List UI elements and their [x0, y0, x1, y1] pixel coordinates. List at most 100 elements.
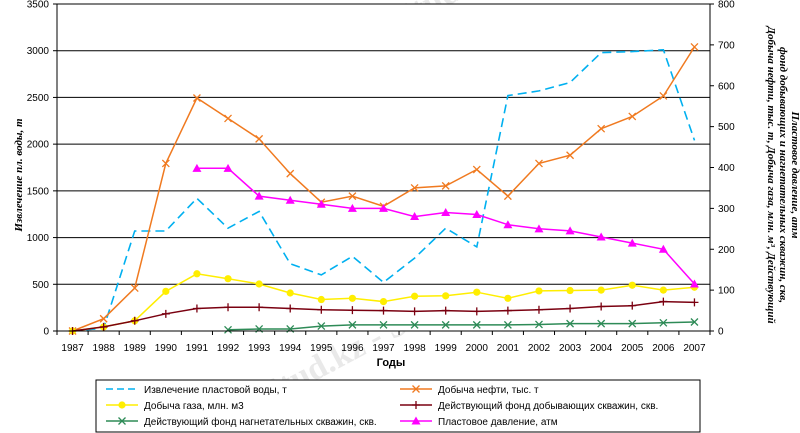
- data-point: [99, 322, 108, 331]
- data-point: [535, 287, 543, 295]
- x-tick-label: 1987: [61, 343, 84, 354]
- data-point: [161, 159, 170, 168]
- data-point: [255, 303, 264, 312]
- data-point: [348, 294, 357, 302]
- x-tick-label: 1997: [372, 343, 395, 354]
- right-axis-title: Добыча нефти, тыс. т, Добыча газа, млн. …: [765, 25, 800, 323]
- x-tick-label: 1991: [186, 343, 209, 354]
- left-tick-label: 2000: [27, 140, 50, 151]
- legend-item: Извлечение пластовой воды, т: [106, 385, 287, 396]
- data-point: [410, 212, 420, 221]
- data-point: [659, 286, 667, 294]
- right-tick-label: 600: [718, 81, 735, 92]
- data-point: [286, 304, 295, 313]
- data-point: [441, 320, 450, 329]
- x-tick-label: 2003: [559, 343, 582, 354]
- data-point: [503, 220, 513, 229]
- legend-label: Извлечение пластовой воды, т: [144, 385, 287, 396]
- data-point: [473, 288, 481, 296]
- data-point: [597, 319, 606, 328]
- data-point: [286, 289, 294, 297]
- data-point: [597, 124, 606, 133]
- data-point: [224, 114, 232, 123]
- right-tick-label: 300: [718, 204, 735, 215]
- data-point: [347, 203, 357, 212]
- data-point: [566, 286, 574, 295]
- data-point: [441, 207, 451, 216]
- data-point: [379, 297, 388, 306]
- x-tick-label: 1992: [217, 343, 240, 354]
- data-point: [255, 280, 263, 288]
- data-point: [254, 191, 264, 200]
- x-tick-label: 2002: [528, 343, 551, 354]
- legend-swatch-marker: [118, 417, 126, 425]
- data-point: [192, 163, 202, 172]
- x-tick-label: 1995: [310, 343, 333, 354]
- data-point: [566, 319, 575, 328]
- right-tick-label: 0: [718, 327, 724, 338]
- legend-item: Пластовое давление, атм: [400, 416, 558, 428]
- legend-swatch-marker: [411, 416, 421, 425]
- legend-box: [95, 379, 701, 433]
- series-line: [227, 321, 695, 331]
- plot-area: [57, 4, 710, 331]
- legend-item: Добыча нефти, тыс. т: [400, 384, 539, 396]
- data-point: [255, 134, 264, 143]
- data-point: [535, 320, 543, 329]
- x-tick-label: 2001: [497, 343, 520, 354]
- series-3: [68, 297, 699, 335]
- data-point: [192, 304, 201, 313]
- data-point: [566, 151, 575, 160]
- data-point: [628, 301, 637, 310]
- data-point: [317, 295, 325, 304]
- data-point: [285, 195, 295, 204]
- series-5: [192, 163, 699, 288]
- legend-item: Добыча газа, млн. м3: [106, 400, 244, 412]
- data-point: [348, 192, 357, 201]
- data-point: [224, 303, 233, 312]
- x-tick-label: 1998: [403, 343, 426, 354]
- x-tick-label: 1996: [341, 343, 364, 354]
- legend-label: Пластовое давление, атм: [438, 417, 558, 428]
- data-point: [348, 306, 357, 315]
- data-point: [224, 275, 232, 283]
- x-axis-title: Годы: [377, 357, 406, 369]
- x-tick-label: 1999: [435, 343, 458, 354]
- data-point: [441, 306, 450, 315]
- data-point: [659, 297, 668, 306]
- data-point: [596, 232, 606, 241]
- data-point: [410, 307, 419, 316]
- data-point: [410, 292, 419, 300]
- legend-label: Добыча нефти, тыс. т: [438, 384, 539, 396]
- data-point: [410, 320, 419, 329]
- data-point: [379, 320, 388, 329]
- x-tick-label: 2004: [590, 343, 613, 354]
- data-point: [628, 319, 637, 328]
- data-point: [504, 294, 512, 302]
- data-point: [472, 320, 481, 329]
- x-tick-label: 1988: [93, 343, 116, 354]
- grid: [57, 3, 710, 331]
- left-tick-label: 1500: [27, 186, 50, 197]
- right-tick-label: 100: [718, 286, 735, 297]
- data-point: [441, 181, 450, 190]
- data-point: [659, 92, 668, 100]
- data-point: [597, 302, 606, 311]
- data-point: [689, 279, 699, 288]
- data-point: [161, 309, 170, 318]
- data-point: [193, 270, 201, 278]
- data-point: [627, 238, 637, 247]
- series-lines: [68, 42, 699, 335]
- left-tick-label: 3000: [27, 46, 50, 57]
- data-point: [317, 322, 326, 331]
- right-tick-label: 700: [718, 40, 735, 51]
- right-axis-title-line-2: фонд добывающих и нагнетательных скважин…: [777, 47, 789, 303]
- data-point: [658, 244, 668, 253]
- left-tick-label: 500: [32, 280, 49, 291]
- data-point: [317, 305, 326, 314]
- data-point: [472, 210, 482, 219]
- legend-swatch-marker: [412, 385, 420, 393]
- data-point: [379, 203, 388, 212]
- data-point: [628, 281, 636, 289]
- data-point: [472, 165, 481, 174]
